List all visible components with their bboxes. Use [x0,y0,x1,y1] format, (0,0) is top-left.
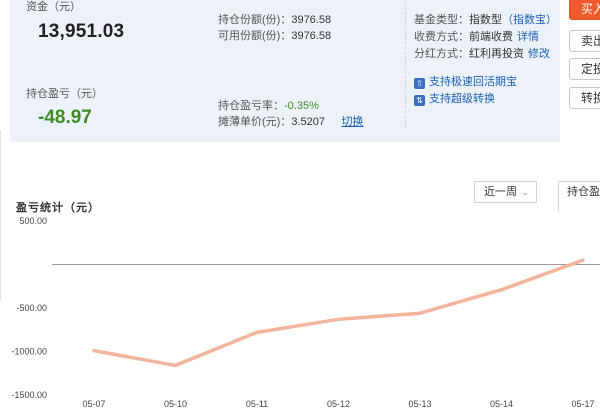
feature-super-convert-label[interactable]: 支持超级转换 [429,93,495,105]
available-shares-value: 3976.58 [291,30,332,42]
x-tick-label: 05-12 [327,399,350,409]
holding-shares-label: 持仓份额(份)： [218,14,292,26]
data-point [418,311,422,315]
y-tick-label: -1500.00 [11,390,47,400]
auto-invest-button[interactable]: 定投 [569,58,600,80]
data-point [92,349,96,353]
y-tick-label: 500.00 [19,216,47,226]
chart-title: 盈亏统计（元） [16,202,100,214]
y-tick-label: -500.00 [16,303,47,313]
metric-select-value: 持仓盈亏 [567,186,600,198]
chevron-down-icon: ⌄ [521,187,529,197]
fund-type-label: 基金类型： [414,14,469,26]
holding-shares-value: 3976.58 [291,14,332,26]
speed-icon: ⇧ [414,78,425,89]
data-point [500,288,503,292]
convert-icon: ⇅ [414,95,425,106]
pl-rate-value: -0.35% [284,100,319,112]
holding-shares-row: 持仓份额(份)：3976.58 [218,10,331,28]
unit-cost-row: 摊薄单价(元)：3.5207 切换 [218,112,363,130]
x-tick-label: 05-14 [490,399,513,409]
pl-rate-label: 持仓盈亏率： [218,100,284,112]
dividend-modify-link[interactable]: 修改 [528,48,550,60]
unit-cost-label: 摊薄单价(元)： [218,116,292,128]
page-edge-divider [0,130,1,300]
available-shares-label: 可用份额(份)： [218,30,292,42]
assets-value: 13,951.03 [38,21,125,42]
sell-button[interactable]: 卖出 [569,30,600,52]
feature-super-convert[interactable]: ⇅ 支持超级转换 [414,89,495,107]
metric-select[interactable]: 持仓盈亏 [558,181,600,211]
x-tick-label: 05-11 [246,399,268,409]
fee-value: 前端收费 [469,31,513,43]
data-point [255,330,259,334]
available-shares-row: 可用份额(份)：3976.58 [218,26,331,44]
dividend-value: 红利再投资 [469,48,524,60]
x-tick-label: 05-07 [82,399,105,409]
feature-fast-redeem-label[interactable]: 支持极速回活期宝 [429,76,517,88]
data-point [174,363,177,367]
panel-divider [405,2,406,128]
fee-detail-link[interactable]: 详情 [517,31,539,43]
x-tick-label: 05-17 [571,399,594,409]
unit-cost-value: 3.5207 [291,116,325,128]
x-tick-label: 05-13 [408,399,431,409]
pl-line-chart: 500.00 -500.00 -1000.00 -1500.00 05-07 05-10 0… [11,216,600,409]
fund-type-link[interactable]: （指数宝） [502,14,557,26]
fee-label: 收费方式： [414,31,469,43]
data-point [337,317,340,321]
buy-button[interactable]: 买入 [569,0,600,20]
x-tick-label: 05-10 [164,399,187,409]
pl-rate-row: 持仓盈亏率：-0.35% [218,96,319,114]
holding-pl-value: -48.97 [38,107,92,128]
dividend-label: 分红方式： [414,48,469,60]
assets-label: 资金（元） [26,1,81,13]
data-point [581,258,585,262]
switch-link[interactable]: 切换 [341,116,364,128]
fee-row: 收费方式：前端收费 详情 [414,27,539,45]
convert-button[interactable]: 转换 [569,87,600,109]
period-select[interactable]: 近一周 ⌄ [474,181,537,203]
series-line [92,258,585,368]
fund-summary-panel [10,0,560,142]
feature-fast-redeem[interactable]: ⇧ 支持极速回活期宝 [414,72,517,90]
period-select-value: 近一周 [484,186,517,198]
fund-type-row: 基金类型：指数型（指数宝） [414,10,557,28]
holding-pl-label: 持仓盈亏（元） [26,88,103,100]
dividend-row: 分红方式：红利再投资 修改 [414,44,550,62]
fund-type-value: 指数型 [469,14,502,26]
y-tick-label: -1000.00 [11,347,47,357]
